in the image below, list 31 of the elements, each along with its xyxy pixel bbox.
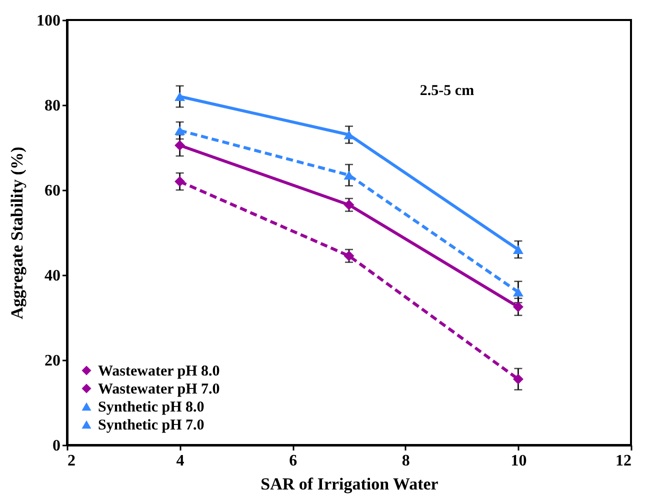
x-tick-label: 6	[289, 452, 298, 470]
x-tick-label: 12	[616, 452, 632, 470]
y-tick-label: 40	[44, 268, 60, 284]
y-tick-label: 20	[44, 352, 60, 370]
point	[344, 250, 354, 262]
x-tick-label: 8	[402, 452, 410, 470]
point	[512, 374, 524, 384]
point	[512, 287, 524, 297]
y-tick-label: 0	[52, 438, 60, 454]
x-tick-label: 10	[510, 452, 527, 470]
point	[512, 302, 524, 312]
legend-label: Wastewater pH 7.0	[98, 382, 220, 398]
point	[344, 170, 354, 180]
point	[174, 92, 186, 102]
y-axis-title: Aggregate Stability (%)	[8, 146, 26, 320]
point	[344, 130, 354, 140]
point	[174, 126, 186, 136]
annotation: 2.5-5 cm	[420, 83, 475, 99]
x-tick-label: 4	[176, 452, 184, 470]
x-axis-title: SAR of Irrigation Water	[260, 474, 439, 494]
point	[174, 140, 186, 151]
legend-label: Synthetic pH 8.0	[98, 400, 204, 416]
point	[512, 244, 524, 254]
legend-label: Synthetic pH 7.0	[98, 418, 204, 434]
y-tick-label: 80	[44, 98, 60, 114]
point	[174, 176, 186, 187]
y-tick-label: 60	[44, 182, 60, 200]
x-tick-label: 2	[68, 452, 76, 470]
point	[344, 200, 354, 210]
legend-label: Wastewater pH 8.0	[98, 364, 220, 380]
y-tick-label: 100	[36, 12, 60, 30]
